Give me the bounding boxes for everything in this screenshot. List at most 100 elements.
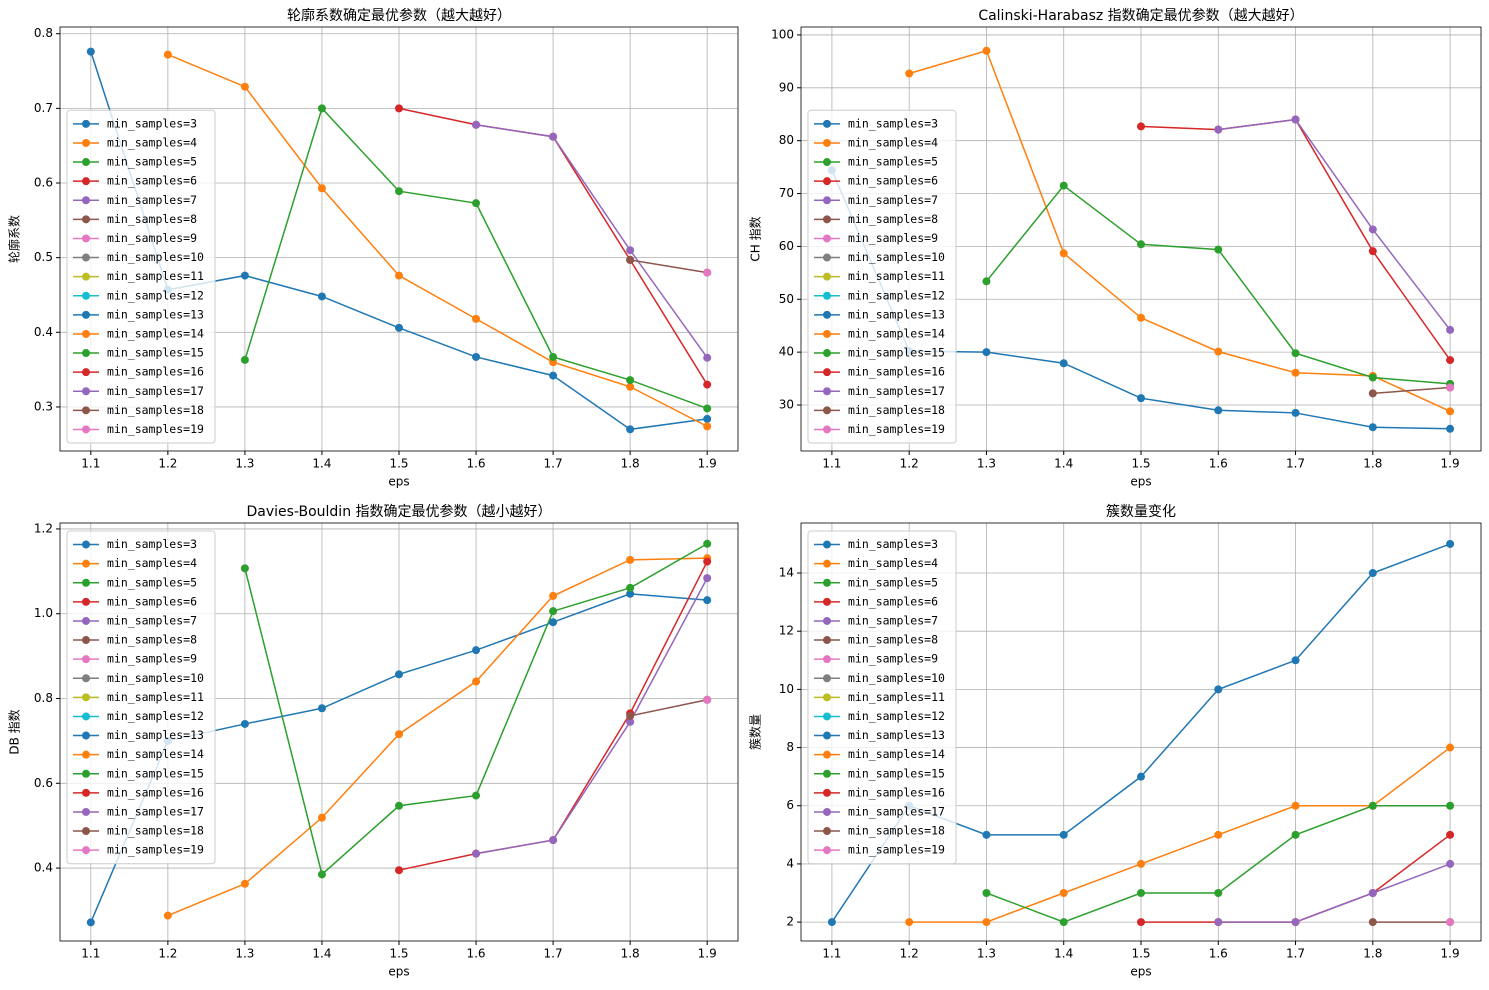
legend-label: min_samples=7: [848, 613, 938, 627]
legend-label: min_samples=7: [107, 613, 197, 627]
series-line: [630, 259, 708, 274]
data-point: [1368, 247, 1377, 256]
y-tick-label: 6: [786, 798, 794, 812]
legend-label: min_samples=13: [107, 728, 204, 742]
legend-swatch: [82, 616, 90, 625]
data-point: [472, 677, 481, 686]
legend-swatch: [82, 196, 90, 205]
y-axis-label: 簇数量: [748, 714, 763, 750]
series-line: [475, 577, 708, 855]
y-tick-label: 0.5: [34, 250, 53, 264]
data-point: [1291, 368, 1300, 377]
legend-swatch: [82, 138, 90, 147]
x-tick-label: 1.9: [1441, 947, 1460, 961]
y-tick-label: 50: [779, 292, 794, 306]
data-point: [240, 355, 249, 364]
plot-frame: [800, 522, 1482, 942]
legend-swatch: [82, 731, 90, 740]
plot-frame: [59, 522, 739, 942]
data-point: [163, 911, 172, 920]
x-tick-label: 1.3: [977, 457, 996, 471]
data-point: [472, 352, 481, 361]
x-tick-label: 1.9: [698, 457, 717, 471]
y-axis-label: CH 指数: [748, 216, 763, 261]
x-tick-label: 1.4: [1054, 947, 1073, 961]
legend-label: min_samples=5: [107, 575, 197, 589]
data-point: [626, 555, 635, 564]
data-point: [1059, 889, 1068, 898]
legend-label: min_samples=19: [848, 843, 945, 857]
data-point: [1137, 772, 1145, 781]
legend-label: min_samples=12: [848, 709, 945, 723]
legend-swatch: [82, 712, 90, 721]
legend-swatch: [82, 387, 90, 396]
data-point: [1059, 181, 1068, 190]
data-point: [1214, 245, 1223, 254]
data-point: [163, 50, 172, 59]
y-tick-label: 30: [779, 398, 794, 412]
data-point: [472, 314, 481, 323]
legend-label: min_samples=18: [848, 403, 945, 417]
legend-swatch: [823, 329, 831, 338]
x-tick-label: 1.7: [1286, 947, 1305, 961]
data-point: [317, 704, 326, 713]
legend-swatch: [823, 559, 831, 568]
legend-label: min_samples=3: [848, 116, 938, 130]
data-point: [1137, 394, 1145, 403]
legend-label: min_samples=7: [848, 193, 938, 207]
legend-box: [66, 530, 216, 865]
legend-label: min_samples=9: [107, 231, 197, 245]
data-point: [1137, 313, 1145, 322]
legend-label: min_samples=4: [107, 135, 197, 149]
legend-swatch: [823, 827, 831, 836]
x-tick-label: 1.3: [235, 947, 254, 961]
series-line: [1372, 386, 1451, 395]
legend-label: min_samples=19: [107, 422, 204, 436]
data-point: [1446, 830, 1455, 839]
legend-label: min_samples=17: [848, 384, 945, 398]
legend-label: min_samples=11: [107, 269, 204, 283]
data-point: [626, 246, 635, 255]
data-point: [626, 711, 635, 720]
data-point: [1446, 424, 1455, 433]
legend-label: min_samples=3: [107, 116, 197, 130]
x-tick-label: 1.7: [1286, 457, 1305, 471]
legend-label: min_samples=16: [107, 785, 204, 799]
legend-swatch: [823, 253, 831, 262]
data-point: [1291, 656, 1300, 665]
legend-label: min_samples=15: [107, 766, 204, 780]
legend-swatch: [82, 559, 90, 568]
legend-swatch: [82, 846, 90, 855]
legend-swatch: [82, 291, 90, 300]
y-tick-label: 10: [779, 682, 794, 696]
data-point: [1368, 801, 1377, 810]
x-tick-label: 1.5: [1131, 457, 1150, 471]
data-point: [703, 414, 712, 423]
data-point: [395, 323, 403, 332]
legend-swatch: [82, 578, 90, 587]
data-point: [703, 574, 712, 583]
data-point: [395, 866, 403, 875]
data-point: [1214, 830, 1223, 839]
data-point: [982, 918, 991, 927]
x-tick-label: 1.2: [158, 457, 177, 471]
legend-swatch: [823, 540, 831, 549]
legend-label: min_samples=12: [848, 288, 945, 302]
legend-swatch: [823, 138, 831, 147]
x-tick-label: 1.3: [977, 947, 996, 961]
data-point: [703, 695, 712, 704]
data-point: [549, 591, 558, 600]
legend-swatch: [82, 310, 90, 319]
x-tick-label: 1.5: [389, 457, 408, 471]
data-point: [549, 352, 558, 361]
chart-title: Calinski-Harabasz 指数确定最优参数（越大越好）: [978, 7, 1303, 24]
data-point: [549, 618, 558, 627]
legend-label: min_samples=14: [848, 326, 945, 340]
y-tick-label: 40: [779, 345, 794, 359]
legend-label: min_samples=7: [107, 193, 197, 207]
data-point: [395, 670, 403, 679]
y-tick-label: 2: [786, 915, 794, 929]
legend-swatch: [823, 349, 831, 358]
y-tick-label: 8: [786, 740, 794, 754]
data-point: [1291, 115, 1300, 124]
